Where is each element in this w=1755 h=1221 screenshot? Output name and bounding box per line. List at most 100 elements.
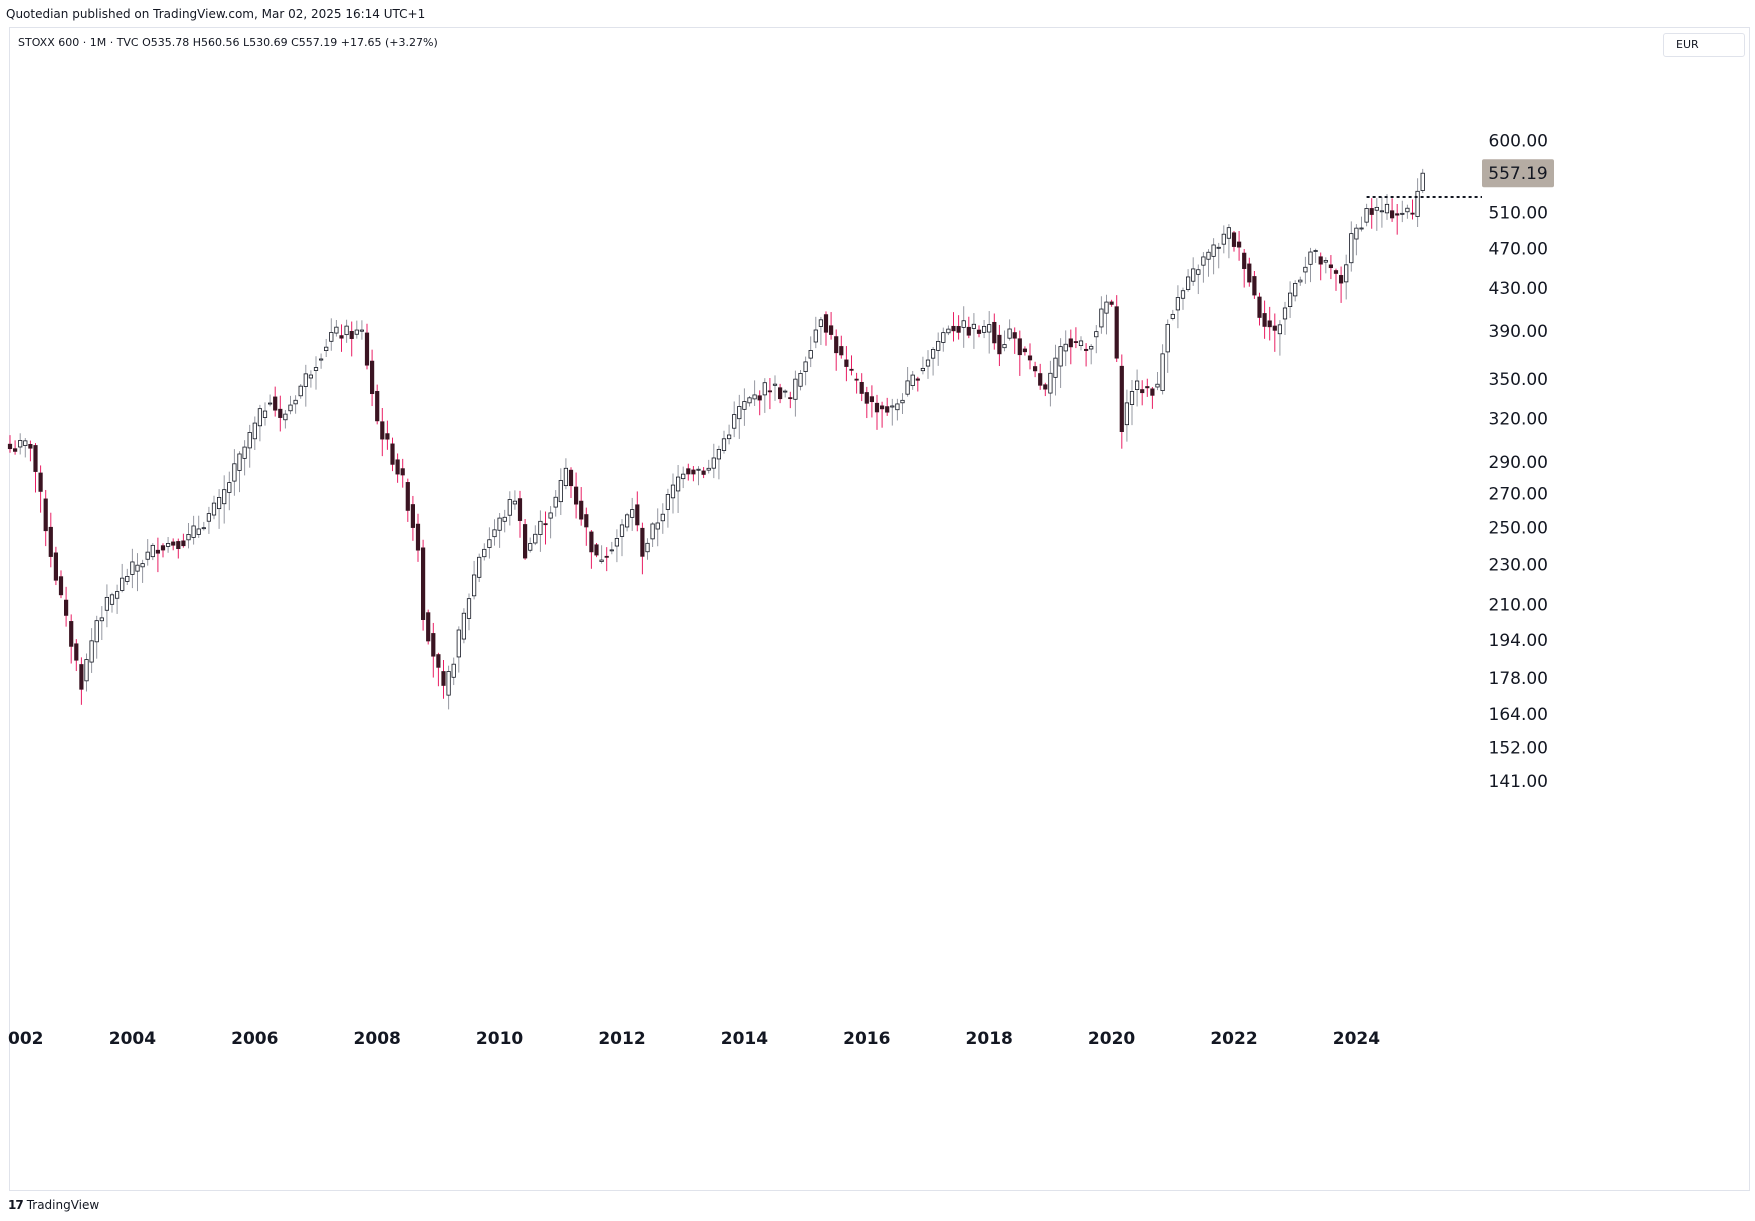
candle-up: [1175, 297, 1180, 311]
candle-up: [752, 394, 757, 400]
candle-up: [813, 329, 818, 343]
candle-up: [222, 489, 227, 505]
candle-up: [1180, 290, 1186, 299]
candle-down: [1272, 325, 1277, 331]
candle-up: [451, 663, 456, 678]
candle-down: [38, 472, 43, 492]
symbol-ohlc-line: STOXX 600 · 1M · TVC O535.78 H560.56 L53…: [18, 36, 438, 49]
candle-up: [482, 548, 487, 558]
candle-up: [528, 543, 533, 551]
candle-up: [1089, 345, 1094, 350]
candle-down: [788, 397, 793, 400]
time-tick-label: 002: [8, 1029, 44, 1049]
candle-down: [7, 443, 13, 450]
candle-up: [905, 380, 910, 395]
candle-down: [859, 381, 864, 394]
candle-down: [43, 498, 48, 532]
candle-up: [1135, 380, 1140, 390]
candle-up: [625, 514, 630, 528]
candle-up: [563, 467, 569, 487]
candle-up: [941, 332, 946, 343]
price-tick-label: 250.00: [1489, 519, 1548, 539]
candle-down: [839, 346, 844, 356]
time-tick-label: 2016: [843, 1029, 890, 1049]
candle-down: [1257, 296, 1262, 318]
candle-down: [426, 612, 431, 642]
currency-button[interactable]: EUR: [1663, 33, 1745, 57]
candle-down: [997, 334, 1002, 355]
candle-down: [915, 378, 920, 381]
candle-up: [130, 561, 135, 575]
candle-down: [1068, 338, 1073, 348]
candle-up: [1104, 301, 1109, 314]
candle-down: [864, 392, 869, 404]
candle-down: [1339, 275, 1344, 284]
candle-up: [931, 349, 936, 359]
candle-down: [1395, 213, 1400, 216]
candle-down: [400, 468, 405, 476]
candle-down: [1012, 332, 1017, 339]
candle-down: [574, 486, 579, 505]
tradingview-footer[interactable]: 17 TradingView: [8, 1198, 99, 1212]
candle-up: [109, 594, 115, 605]
candle-up: [354, 329, 359, 335]
candle-down: [420, 547, 426, 620]
candle-up: [676, 476, 681, 492]
candle-down: [517, 498, 523, 521]
candle-down: [395, 459, 400, 475]
candle-up: [257, 408, 263, 427]
candle-up: [727, 434, 732, 440]
candle-down: [1022, 348, 1028, 353]
candle-down: [1333, 270, 1339, 274]
price-tick-label: 178.00: [1489, 669, 1548, 689]
price-axis[interactable]: 600.00 510.00 470.00 430.00 390.00 350.00 320.…: [1489, 131, 1548, 791]
candle-up: [895, 403, 900, 411]
candle-up: [115, 591, 120, 599]
price-tick-label: 320.00: [1489, 409, 1548, 429]
candle-up: [329, 332, 334, 342]
candle-down: [1073, 341, 1078, 343]
candle-up: [344, 325, 349, 336]
candle-up: [665, 494, 671, 510]
candle-down: [48, 526, 53, 557]
candle-up: [946, 328, 951, 334]
candle-down: [849, 368, 854, 371]
candle-up: [135, 564, 140, 572]
candle-up: [1201, 256, 1206, 266]
candle-up: [925, 359, 931, 367]
candle-up: [1303, 266, 1308, 273]
candle-down: [1267, 320, 1272, 328]
candle-up: [1063, 343, 1068, 352]
candle-down: [28, 444, 33, 449]
candle-down: [1145, 386, 1150, 389]
candle-down: [155, 549, 160, 554]
candle-down: [543, 523, 548, 526]
candle-down: [278, 408, 283, 418]
candle-up: [732, 414, 737, 429]
time-tick-label: 2004: [109, 1029, 156, 1049]
candle-down: [364, 332, 370, 366]
candle-up: [446, 671, 451, 696]
time-axis[interactable]: 002 2004 2006 2008 2010 2012 2014 2016 2018 2020 2…: [8, 1029, 1380, 1049]
price-tick-label: 210.00: [1489, 596, 1548, 616]
candle-down: [778, 387, 783, 400]
candle-down: [1369, 208, 1374, 215]
candle-down: [369, 360, 375, 395]
candle-down: [1140, 389, 1145, 394]
candle-up: [706, 467, 711, 471]
last-price-badge: [1482, 159, 1554, 188]
candle-down: [1390, 210, 1395, 219]
candle-down: [686, 468, 691, 475]
candle-up: [599, 559, 604, 562]
candle-up: [1415, 190, 1420, 217]
candle-up: [23, 440, 28, 446]
candle-up: [614, 538, 620, 547]
candle-down: [1084, 348, 1089, 351]
candle-up: [1313, 250, 1318, 252]
candle-up: [1191, 268, 1196, 282]
candle-up: [262, 410, 268, 418]
time-tick-label: 2020: [1088, 1029, 1135, 1049]
candle-down: [604, 555, 609, 558]
candle-up: [762, 382, 767, 396]
